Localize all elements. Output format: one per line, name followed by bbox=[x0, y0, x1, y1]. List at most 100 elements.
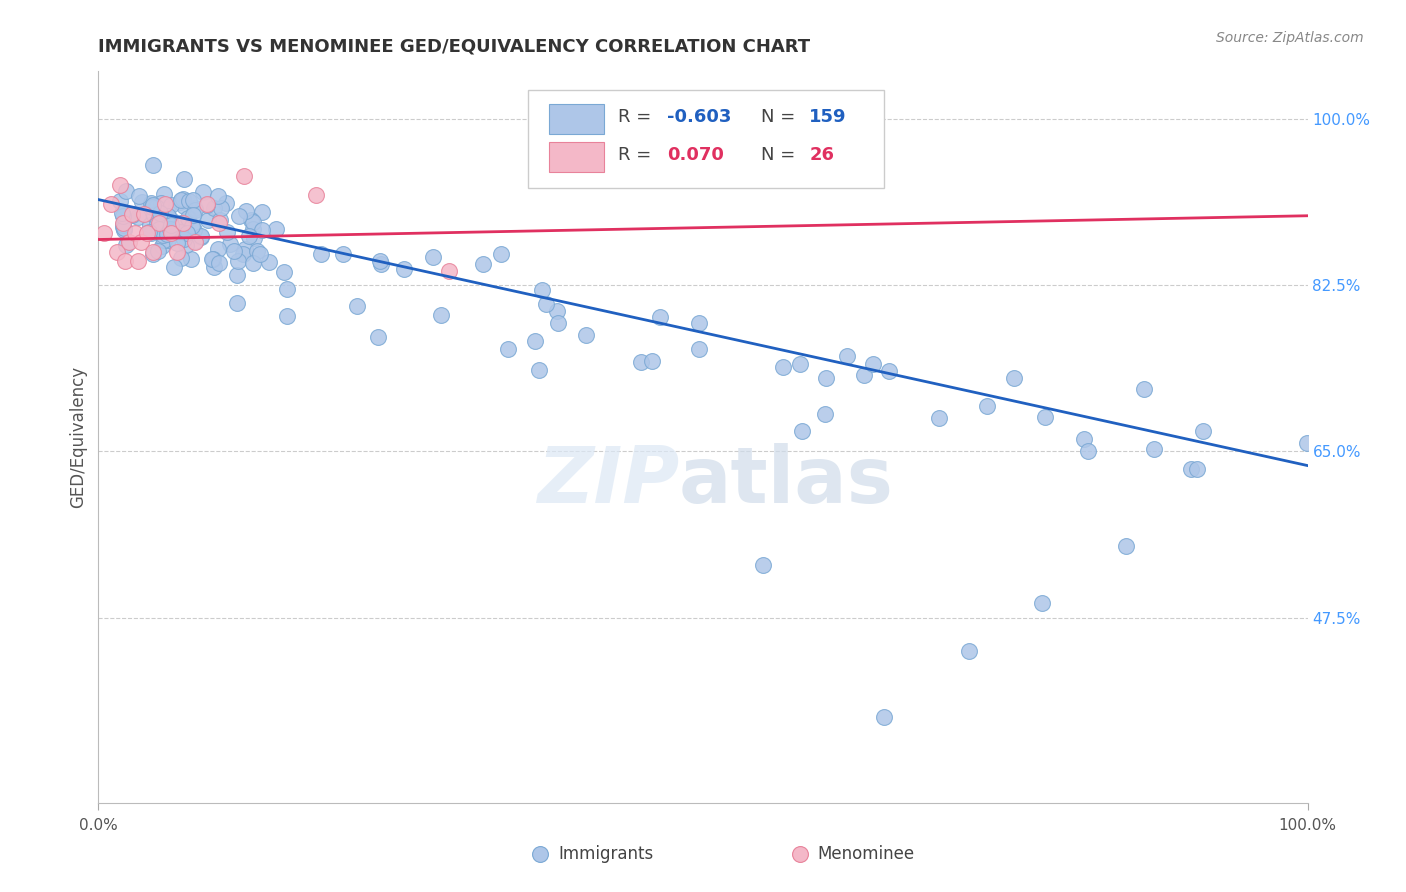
Point bbox=[143, 208, 166, 222]
Point bbox=[160, 198, 183, 212]
Point bbox=[215, 195, 238, 210]
Point bbox=[197, 213, 219, 227]
Point bbox=[195, 197, 218, 211]
Point bbox=[226, 295, 249, 310]
Point bbox=[1002, 370, 1025, 384]
Point bbox=[367, 329, 389, 343]
Point bbox=[184, 202, 207, 217]
Point bbox=[149, 205, 172, 219]
Point bbox=[160, 219, 183, 233]
Text: 159: 159 bbox=[810, 109, 846, 127]
Point bbox=[129, 235, 152, 250]
Point bbox=[172, 192, 194, 206]
Point bbox=[121, 207, 143, 221]
Point bbox=[156, 233, 179, 247]
Point bbox=[877, 364, 900, 378]
Point bbox=[163, 215, 186, 229]
Point bbox=[529, 363, 551, 377]
Point bbox=[146, 244, 169, 258]
Text: Source: ZipAtlas.com: Source: ZipAtlas.com bbox=[1216, 31, 1364, 45]
Text: 0.070: 0.070 bbox=[666, 146, 724, 164]
Point bbox=[215, 225, 238, 239]
Point bbox=[145, 217, 167, 231]
Text: atlas: atlas bbox=[679, 443, 894, 519]
Point bbox=[523, 334, 546, 348]
Text: IMMIGRANTS VS MENOMINEE GED/EQUIVALENCY CORRELATION CHART: IMMIGRANTS VS MENOMINEE GED/EQUIVALENCY … bbox=[98, 38, 810, 56]
Point bbox=[139, 196, 162, 211]
Point bbox=[688, 316, 710, 330]
Point bbox=[181, 193, 204, 207]
Point bbox=[201, 252, 224, 266]
Point bbox=[127, 210, 149, 224]
Point bbox=[1185, 462, 1208, 476]
Point bbox=[332, 247, 354, 261]
Point bbox=[163, 260, 186, 274]
Point bbox=[148, 204, 170, 219]
Point bbox=[142, 244, 165, 259]
Point bbox=[790, 424, 813, 438]
Point bbox=[250, 204, 273, 219]
Point bbox=[276, 282, 298, 296]
Point bbox=[111, 219, 134, 234]
Point bbox=[166, 236, 188, 251]
Point bbox=[177, 194, 200, 209]
Point bbox=[242, 222, 264, 236]
Point bbox=[128, 188, 150, 202]
Text: N =: N = bbox=[761, 146, 801, 164]
Point bbox=[148, 221, 170, 235]
Text: N =: N = bbox=[761, 109, 801, 127]
Point bbox=[853, 368, 876, 382]
Point bbox=[173, 199, 195, 213]
Point bbox=[148, 220, 170, 235]
Point bbox=[141, 200, 163, 214]
Point bbox=[534, 140, 557, 154]
Point bbox=[112, 209, 135, 223]
Point bbox=[173, 172, 195, 186]
Point bbox=[156, 227, 179, 241]
Point bbox=[153, 233, 176, 247]
Point bbox=[195, 197, 218, 211]
Point bbox=[814, 407, 837, 421]
Point bbox=[169, 194, 191, 209]
Point bbox=[138, 225, 160, 239]
Point bbox=[531, 283, 554, 297]
Point bbox=[240, 213, 263, 227]
Point bbox=[208, 216, 231, 230]
Point bbox=[208, 256, 231, 270]
Point bbox=[124, 226, 146, 240]
Point bbox=[173, 232, 195, 246]
Point bbox=[150, 195, 173, 210]
Point bbox=[246, 244, 269, 259]
Point bbox=[141, 198, 163, 212]
Point bbox=[242, 256, 264, 270]
Point bbox=[145, 201, 167, 215]
Point bbox=[1180, 462, 1202, 476]
Point bbox=[93, 226, 115, 240]
Point bbox=[184, 202, 207, 216]
Text: Menominee: Menominee bbox=[818, 845, 915, 863]
Point bbox=[176, 226, 198, 240]
Point bbox=[305, 187, 328, 202]
Point bbox=[190, 228, 212, 243]
Point bbox=[688, 343, 710, 357]
Point bbox=[534, 297, 557, 311]
Point bbox=[772, 359, 794, 374]
Point bbox=[1191, 424, 1213, 438]
Point bbox=[114, 237, 136, 252]
Point bbox=[142, 198, 165, 212]
Point bbox=[547, 316, 569, 330]
Point bbox=[472, 257, 495, 271]
Point bbox=[630, 355, 652, 369]
Point bbox=[249, 247, 271, 261]
Point bbox=[170, 216, 193, 230]
Point bbox=[370, 257, 392, 271]
Text: R =: R = bbox=[619, 146, 664, 164]
Point bbox=[235, 204, 257, 219]
Point bbox=[150, 239, 173, 253]
Point bbox=[752, 558, 775, 573]
Point bbox=[873, 710, 896, 724]
Point bbox=[496, 342, 519, 356]
Point bbox=[131, 195, 153, 210]
Point bbox=[193, 186, 215, 200]
Point bbox=[108, 194, 131, 209]
